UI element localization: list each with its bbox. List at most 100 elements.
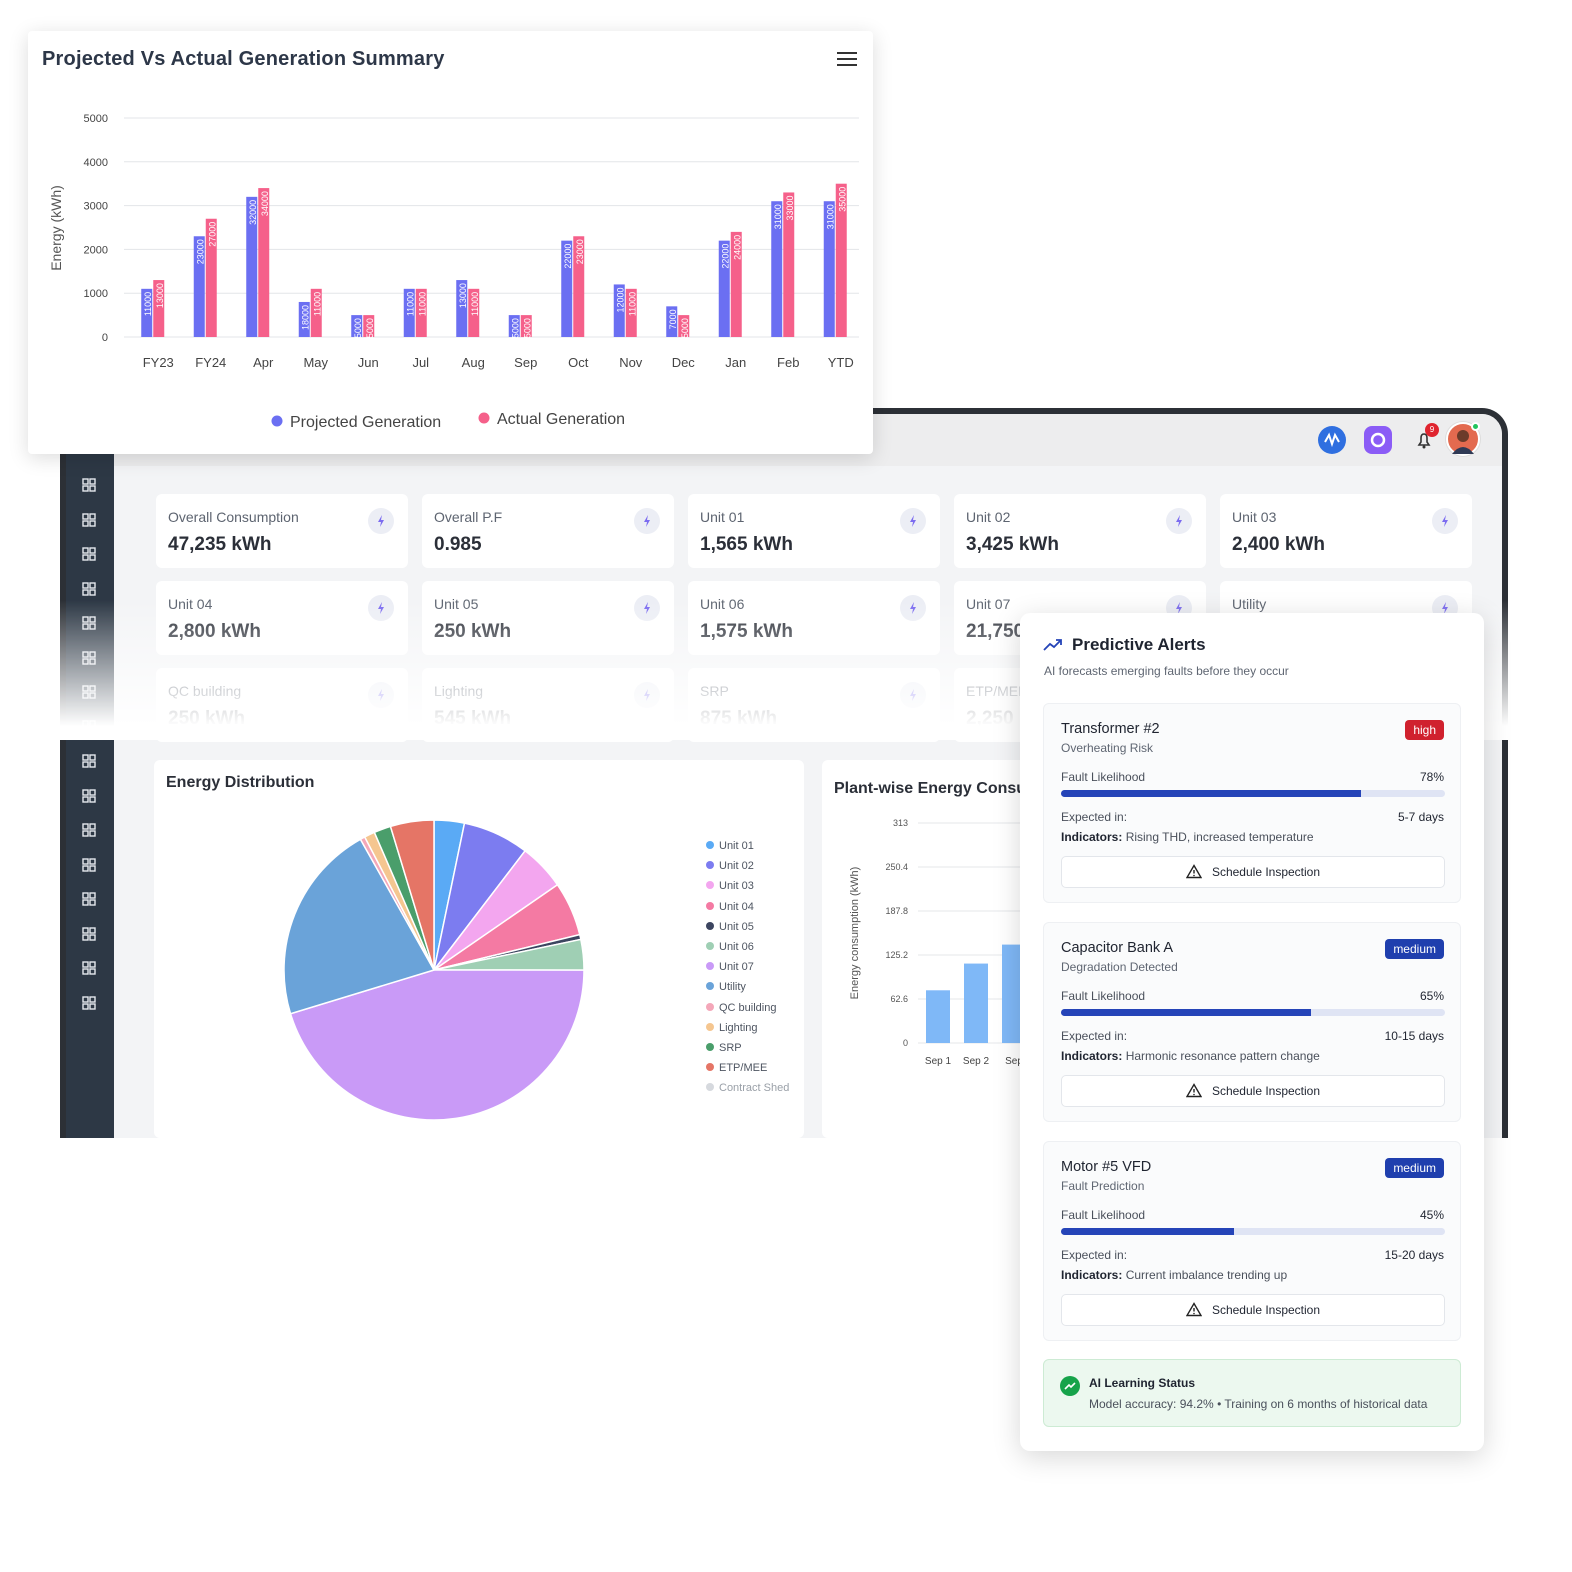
alerts-title: Predictive Alerts [1072, 635, 1206, 654]
legend-label: Contract Shed [719, 1082, 790, 1095]
avatar[interactable] [1446, 422, 1480, 456]
bar-data-label: 11000 [470, 292, 480, 316]
legend-label: Utility [719, 981, 746, 994]
plant-bar [926, 990, 950, 1043]
alert-name: Capacitor Bank A [1061, 940, 1174, 956]
metric-label: Unit 02 [966, 509, 1011, 525]
metric-value: 1,565 kWh [700, 534, 793, 555]
bar-data-label: 22000 [720, 244, 730, 269]
chart-title: Projected Vs Actual Generation Summary [42, 48, 445, 70]
bolt-icon [1432, 508, 1458, 534]
bar-data-label: 11000 [627, 292, 637, 316]
energy-pie-chart [283, 819, 585, 1121]
bar-data-label: 7000 [668, 309, 678, 329]
bar-data-label: 32000 [248, 200, 258, 225]
actual-bar [783, 192, 795, 337]
plant-wise-panel: Plant-wise Energy Consun 0 62.6 125.2 187.8… [822, 760, 1052, 1138]
pie-legend-item: Lighting [706, 1022, 758, 1034]
app-badge-icon[interactable] [1364, 426, 1392, 454]
x-tick-label: FY24 [195, 355, 226, 370]
schedule-inspection-button[interactable]: Schedule Inspection [1061, 1294, 1445, 1326]
metric-label: Unit 06 [700, 596, 745, 612]
actual-bar [258, 188, 270, 337]
actual-bar [625, 288, 637, 337]
metric-value: 250 kWh [168, 708, 246, 729]
pie-legend-item: SRP [706, 1042, 742, 1054]
indicators-label: Indicators: [1061, 830, 1123, 844]
likelihood-label: Fault Likelihood [1061, 1208, 1146, 1222]
message-icon[interactable] [80, 752, 98, 770]
actual-bar [205, 218, 217, 337]
metric-value: 1,575 kWh [700, 621, 793, 642]
metric-label: Unit 07 [966, 596, 1011, 612]
bolt-icon [900, 682, 926, 708]
online-indicator [1471, 422, 1480, 431]
wave-icon[interactable] [80, 821, 98, 839]
activity-logo-icon[interactable] [1318, 426, 1346, 454]
bolt-icon [900, 595, 926, 621]
metric-label: Utility [1232, 596, 1267, 612]
metric-value: 2,800 kWh [168, 621, 261, 642]
laptop-icon[interactable] [80, 890, 98, 908]
metric-card: Unit 01 1,565 kWh [688, 494, 940, 568]
x-tick-label: Dec [672, 355, 696, 370]
alert-card: Motor #5 VFD Fault Prediction medium Fault … [1043, 1141, 1461, 1341]
grid-icon[interactable] [80, 545, 98, 563]
grid-icon[interactable] [80, 994, 98, 1012]
actual-bar [573, 236, 585, 337]
actual-bar [730, 231, 742, 337]
likelihood-bar-fill [1061, 1009, 1311, 1016]
indicators-text: Current imbalance trending up [1125, 1268, 1288, 1282]
legend-label: SRP [719, 1042, 742, 1054]
bar-data-label: 33000 [785, 195, 795, 220]
legend-label: Unit 01 [719, 840, 754, 852]
metric-card: Overall P.F 0.985 [422, 494, 674, 568]
gallery-icon[interactable] [80, 856, 98, 874]
grid-icon[interactable] [80, 959, 98, 977]
x-tick-label: Sep [514, 355, 537, 370]
bar-data-label: 12000 [615, 287, 625, 312]
indicators-label: Indicators: [1061, 1268, 1123, 1282]
projected-bar [666, 306, 678, 337]
bell-icon[interactable]: 9 [1410, 423, 1439, 454]
y-tick-label: 313 [893, 818, 908, 828]
metric-card: Unit 05 250 kWh [422, 581, 674, 655]
metric-value: 875 kWh [700, 708, 778, 729]
indicators: Indicators: Rising THD, increased temper… [1061, 830, 1314, 844]
x-tick-label: Sep [1005, 1056, 1023, 1067]
plant-icon[interactable] [80, 476, 98, 494]
projected-bar [613, 284, 625, 337]
indicators-text: Rising THD, increased temperature [1125, 830, 1314, 844]
likelihood-bar-fill [1061, 790, 1361, 797]
energy-distribution-panel: Energy Distribution Unit 01 Unit 02 Unit 0… [154, 760, 804, 1138]
schedule-inspection-button[interactable]: Schedule Inspection [1061, 1075, 1445, 1107]
legend-label: Unit 06 [719, 941, 754, 953]
plug-icon[interactable] [80, 925, 98, 943]
metric-card: Unit 02 3,425 kWh [954, 494, 1206, 568]
legend-dot [706, 982, 714, 991]
x-tick-label: Jul [412, 355, 429, 370]
actual-bar [153, 280, 165, 337]
bar-data-label: 11000 [417, 292, 427, 316]
sidebar [66, 414, 114, 1138]
bell-icon[interactable] [80, 787, 98, 805]
likelihood-bar [1061, 790, 1445, 797]
likelihood-label: Fault Likelihood [1061, 989, 1146, 1003]
projected-bar [561, 240, 573, 337]
actual-bar [415, 288, 427, 337]
grid-icon[interactable] [80, 511, 98, 529]
bar-data-label: 23000 [575, 239, 585, 264]
schedule-inspection-button[interactable]: Schedule Inspection [1061, 856, 1445, 888]
schedule-inspection-label: Schedule Inspection [1211, 865, 1321, 879]
y-tick-label: 4000 [84, 157, 108, 169]
alerts-subtitle: AI forecasts emerging faults before they… [1044, 664, 1289, 678]
legend-label: Unit 04 [719, 900, 754, 913]
dashboard-icon[interactable] [80, 580, 98, 598]
legend-label: Unit 02 [719, 860, 754, 873]
x-tick-label: Nov [619, 355, 643, 370]
expected-label: Expected in: [1061, 810, 1128, 824]
bolt-icon [900, 508, 926, 534]
hamburger-menu-icon[interactable] [837, 52, 857, 66]
legend-dot [706, 1002, 714, 1011]
legend-label: Lighting [719, 1021, 758, 1034]
